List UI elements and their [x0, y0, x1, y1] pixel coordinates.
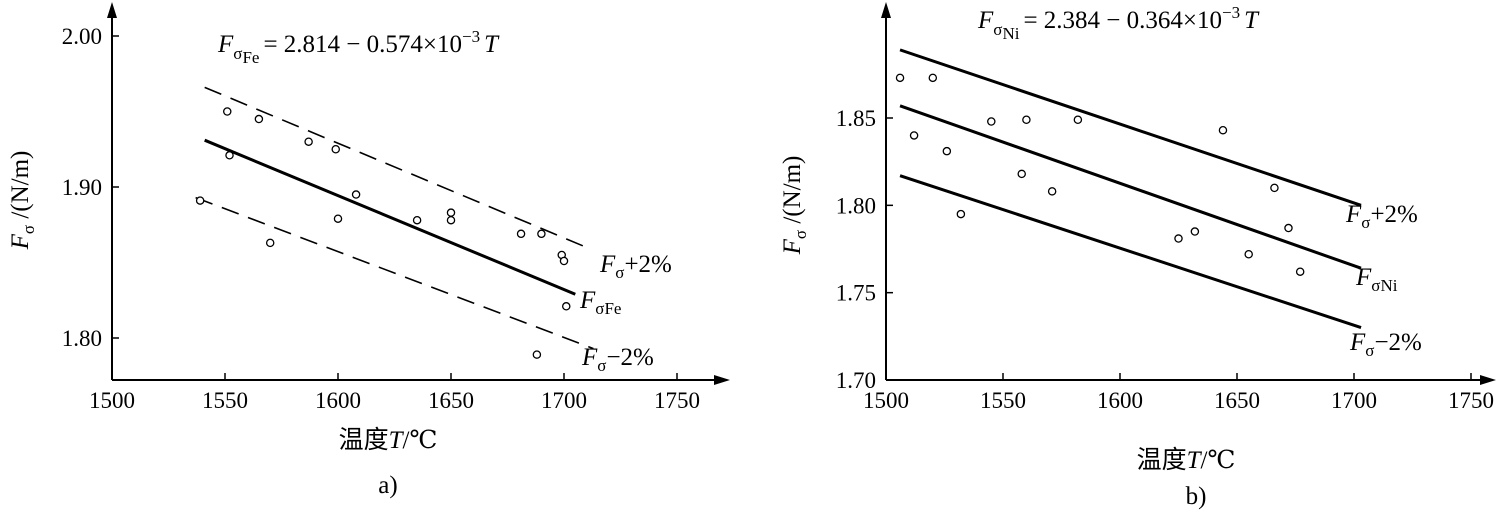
- chart-panel-a: 1500 1550 1600 1650 1700 1750 1.80 1.90 2.00 Fσ…: [7, 2, 730, 499]
- panel-a-data-point: [562, 302, 571, 311]
- panel-b-x-tick-label: 1500: [863, 388, 909, 413]
- panel-b-y-axis-label: Fσ /(N/m): [779, 156, 810, 256]
- panel-a-x-tick-label: 1500: [89, 388, 135, 413]
- panel-b-y-tick-label: 1.85: [836, 106, 876, 131]
- panel-b-x-tick-label: 1550: [980, 388, 1026, 413]
- panel-a-data-point: [412, 215, 422, 225]
- panel-b-data-point: [1244, 249, 1253, 259]
- panel-a-line-label-plus2: Fσ+2%: [599, 251, 672, 282]
- panel-b-y-tick-label: 1.80: [836, 193, 876, 218]
- panel-a-gridmarks: [111, 35, 678, 380]
- panel-b-data-point: [1022, 115, 1031, 124]
- panel-a-caption: a): [378, 472, 397, 499]
- panel-b-line-label-plus2: Fσ+2%: [1345, 201, 1418, 232]
- panel-b-x-tick-label: 1700: [1331, 388, 1377, 413]
- panel-b-y-tick-label: 1.75: [836, 281, 876, 306]
- panel-a-y-axis-label: Fσ /(N/m): [7, 151, 38, 251]
- panel-a-y-tick-label: 1.90: [62, 175, 102, 200]
- panel-a-data-point: [532, 350, 542, 359]
- panel-b-fit-line-1: [899, 104, 1362, 270]
- panel-b-data-point: [1174, 234, 1183, 243]
- panel-b-data-point: [1047, 187, 1057, 196]
- panel-b-data-point: [987, 117, 996, 126]
- panel-a-fit-line-2: [195, 196, 594, 350]
- panel-b-data-point: [928, 73, 938, 83]
- panel-b-x-tick-label: 1750: [1448, 388, 1494, 413]
- panel-a-x-axis-label: 温度T/℃: [339, 426, 438, 454]
- panel-a-data-point: [331, 144, 340, 154]
- panel-b-line-label-ni: FσNi: [1355, 264, 1398, 295]
- panel-a-data-point: [351, 190, 361, 199]
- panel-b-data-point: [895, 73, 905, 83]
- panel-a-x-axis-arrow: [714, 375, 730, 385]
- panel-b-y-axis-arrow: [881, 2, 891, 18]
- panel-b-equation: FσNi = 2.384 − 0.364×10−3 T: [977, 3, 1260, 43]
- panel-a-fit-line-0: [204, 86, 587, 249]
- panel-b-data-point: [1284, 223, 1293, 233]
- panel-a-y-axis-arrow: [107, 2, 117, 18]
- panel-a-x-tick-label: 1700: [541, 388, 587, 413]
- panel-a-y-tick-label: 1.80: [62, 326, 102, 351]
- panel-a-x-tick-label: 1600: [315, 388, 361, 413]
- panel-a-line-label-fe: FσFe: [579, 287, 621, 318]
- panel-b-data-point: [1017, 169, 1026, 179]
- panel-b-data-point: [1190, 227, 1200, 236]
- panel-b-caption: b): [1186, 483, 1207, 510]
- panel-b-y-tick-label: 1.70: [836, 368, 876, 393]
- panel-a-data-point: [223, 107, 232, 116]
- panel-b-data-point: [909, 131, 919, 140]
- panel-b-x-tick-label: 1650: [1214, 388, 1260, 413]
- panel-b-x-tick-label: 1600: [1097, 388, 1143, 413]
- panel-b-data-point: [1073, 115, 1083, 124]
- panel-a-data-point: [446, 208, 456, 217]
- panel-b-data-point: [1295, 267, 1305, 276]
- panel-a-data-point: [195, 196, 205, 205]
- panel-a-data-point: [333, 214, 343, 223]
- panel-a-y-tick-label: 2.00: [62, 24, 102, 49]
- panel-b-x-axis-arrow: [1480, 375, 1496, 385]
- panel-a-data-point: [304, 137, 313, 146]
- panel-b-data-point: [956, 209, 966, 219]
- panel-a-data-point: [559, 256, 569, 266]
- panel-a-data-point: [537, 229, 546, 239]
- panel-b-fit-line-2: [899, 174, 1362, 330]
- chart-panel-b: 1500 1550 1600 1650 1700 1750 1.70 1.75 1.80 1.8…: [779, 2, 1496, 510]
- panel-a-x-tick-label: 1550: [202, 388, 248, 413]
- panel-b-fit-line-0: [899, 48, 1362, 207]
- panel-a-data-point: [225, 151, 234, 160]
- panel-a-line-label-minus2: Fσ−2%: [581, 344, 654, 375]
- panel-b-data-point: [1270, 183, 1279, 193]
- panel-b-line-label-minus2: Fσ−2%: [1349, 329, 1422, 360]
- panel-a-equation: FσFe = 2.814 − 0.574×10−3 T: [217, 27, 500, 67]
- panel-a-data-point: [446, 215, 456, 225]
- panel-b-data-point: [1218, 125, 1228, 135]
- panel-b-data-point: [942, 146, 952, 156]
- panel-a-data-point: [254, 114, 264, 124]
- panel-a-data-point: [516, 229, 526, 239]
- panel-a-x-tick-label: 1650: [428, 388, 474, 413]
- panel-a-x-tick-label: 1750: [654, 388, 700, 413]
- panel-a-data-point: [265, 238, 275, 248]
- panel-b-x-axis-label: 温度T/℃: [1137, 446, 1236, 474]
- panel-a-fit-line-1: [204, 138, 576, 296]
